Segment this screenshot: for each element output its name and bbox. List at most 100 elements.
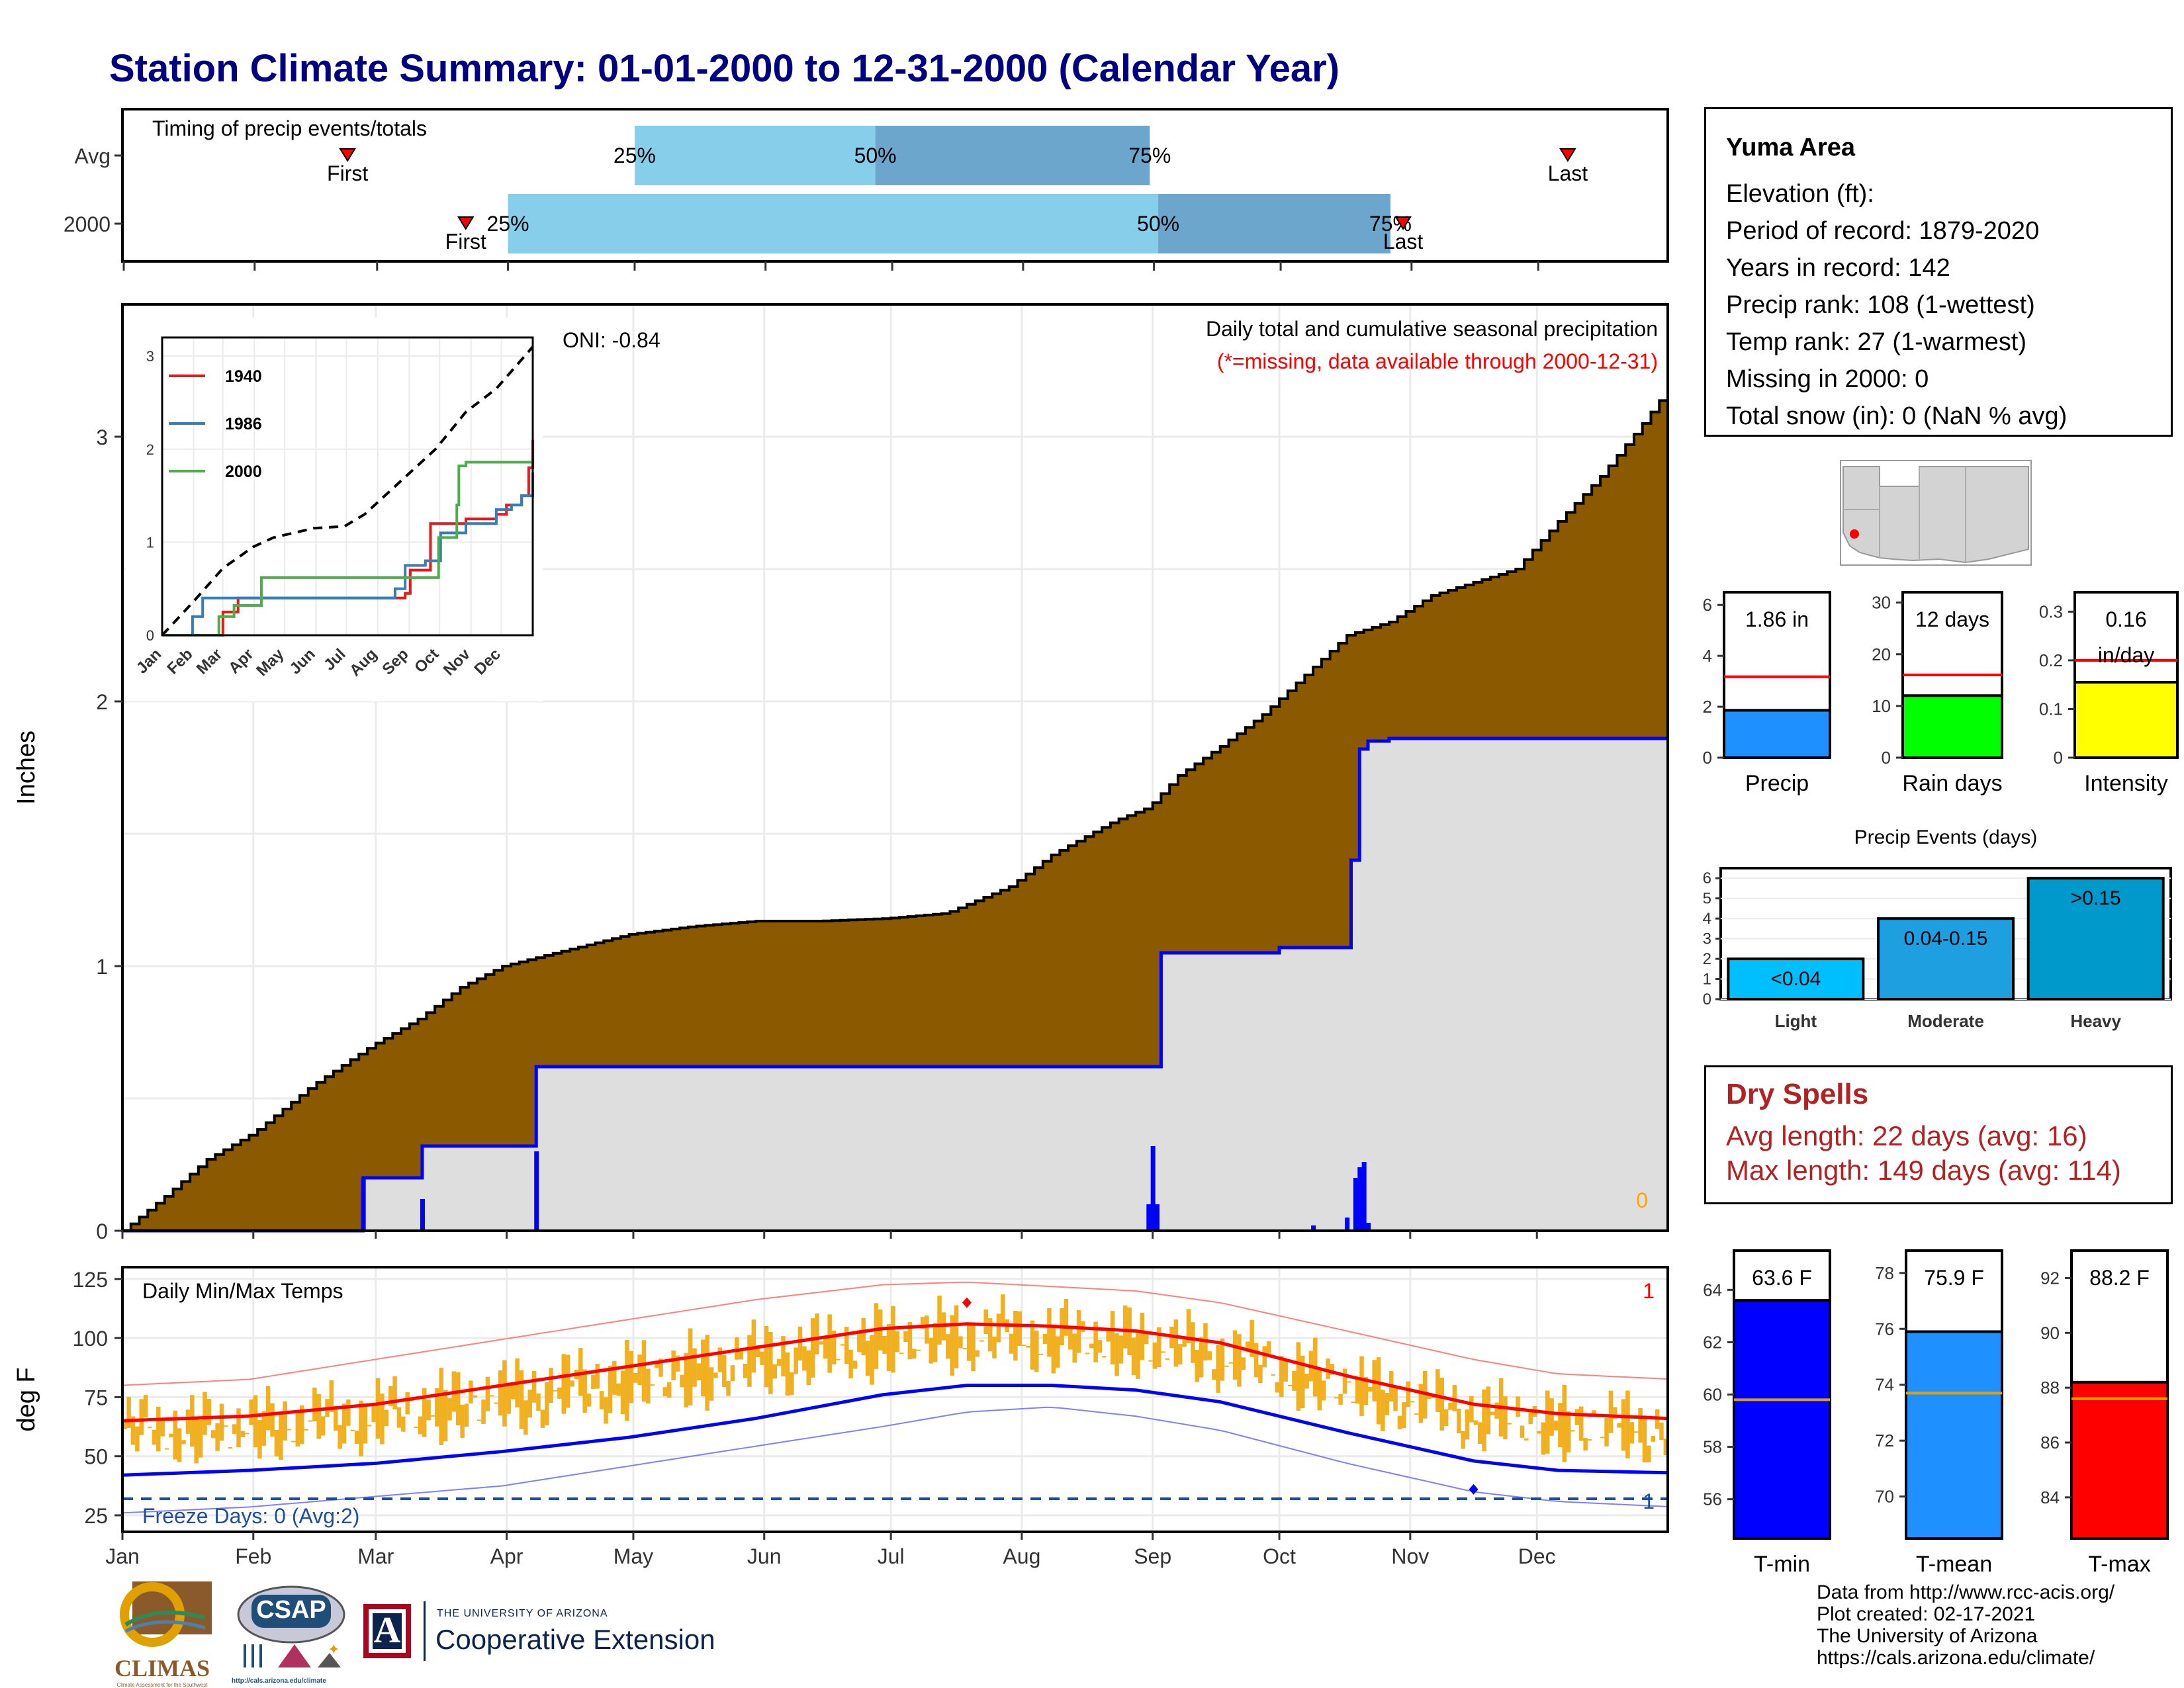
daily-temp-range-bar	[506, 1386, 512, 1414]
month-label: Oct	[1263, 1544, 1296, 1568]
daily-temp-range-bar	[747, 1335, 752, 1387]
daily-temp-range-bar	[531, 1370, 537, 1403]
daily-temp-range-bar	[498, 1370, 503, 1416]
summary-bar-y-tick-label: 72	[1875, 1431, 1894, 1450]
inset-series-2000	[162, 461, 533, 637]
daily-temp-range-bar	[713, 1372, 718, 1378]
daily-temp-range-bar	[549, 1368, 553, 1403]
daily-temp-range-bar	[1524, 1438, 1529, 1441]
timing-row-label: Avg	[74, 144, 111, 168]
daily-temp-range-bar	[130, 1416, 136, 1445]
daily-temp-range-bar	[675, 1355, 680, 1372]
daily-temp-range-bar	[1629, 1422, 1635, 1444]
daily-temp-range-bar	[920, 1317, 925, 1329]
station-precip-rank: Precip rank: 108 (1-wettest)	[1726, 291, 2035, 319]
inset-frame	[161, 336, 534, 637]
summary-bar-value	[2073, 681, 2179, 760]
ua-extension-logo: A THE UNIVERSITY OF ARIZONA Cooperative …	[361, 1601, 745, 1667]
timing-bar-late	[1158, 194, 1390, 253]
daily-temp-range-bar	[1317, 1367, 1322, 1411]
daily-temp-range-bar	[245, 1433, 250, 1435]
daily-temp-range-bar	[164, 1448, 169, 1450]
events-chart-title: Precip Events (days)	[1854, 826, 2038, 848]
summary-bar-y-tick-label: 6	[1703, 595, 1712, 615]
daily-temp-range-bar	[755, 1345, 760, 1358]
dry-spells-title: Dry Spells	[1726, 1078, 1869, 1110]
daily-temp-range-bar	[236, 1408, 241, 1448]
daily-temp-range-bar	[287, 1429, 292, 1431]
daily-temp-range-bar	[469, 1380, 473, 1403]
inset-series-1986	[162, 472, 534, 637]
daily-temp-range-bar	[1013, 1310, 1018, 1361]
daily-temp-range-bar	[494, 1402, 498, 1404]
daily-temp-range-bar	[1000, 1294, 1005, 1325]
daily-temp-range-bar	[418, 1416, 423, 1435]
daily-temp-range-bar	[1410, 1401, 1415, 1403]
daily-temp-range-bar	[464, 1403, 469, 1427]
daily-temp-range-bar	[1199, 1337, 1204, 1378]
timing-bar-early	[634, 126, 876, 185]
daily-temp-range-bar	[1195, 1350, 1199, 1382]
daily-temp-range-bar	[1347, 1381, 1351, 1383]
daily-temp-range-bar	[341, 1403, 347, 1444]
daily-temp-range-bar	[781, 1336, 786, 1377]
inset-y-tick-label: 2	[146, 441, 154, 458]
timing-q75-label: 75%	[1128, 144, 1171, 167]
daily-temp-range-bar	[802, 1346, 807, 1371]
daily-temp-range-bar	[794, 1347, 798, 1374]
events-y-tick-label: 5	[1703, 890, 1711, 908]
daily-temp-range-bar	[396, 1407, 402, 1428]
daily-temp-range-bar	[1566, 1411, 1571, 1452]
daily-temp-range-bar	[177, 1428, 182, 1462]
csap-logo: ✦ CSAP http://cals.arizona.edu/climate	[232, 1581, 351, 1685]
daily-temp-range-bar	[1355, 1378, 1360, 1404]
daily-temp-range-bar	[1047, 1308, 1052, 1357]
summary-bar-y-tick-label: 2	[1703, 697, 1712, 717]
month-label: Apr	[490, 1544, 523, 1568]
daily-temp-range-bar	[1633, 1431, 1639, 1433]
timing-last-label: Last	[1383, 230, 1424, 253]
dry-spells-avg: Avg length: 22 days (avg: 16)	[1726, 1120, 2087, 1151]
daily-temp-range-bar	[666, 1382, 672, 1398]
daily-temp-range-bar	[1232, 1330, 1238, 1380]
daily-temp-range-bar	[375, 1378, 381, 1439]
daily-temp-range-bar	[1102, 1356, 1107, 1358]
daily-temp-range-bar	[443, 1390, 448, 1442]
daily-temp-range-bar	[1072, 1333, 1077, 1363]
daily-precip-bar	[420, 1199, 425, 1231]
summary-bar-y-tick-label: 86	[2040, 1433, 2060, 1452]
precip-y-tick-label: 0	[96, 1220, 108, 1243]
daily-temp-range-bar	[582, 1369, 587, 1413]
daily-temp-range-bar	[126, 1397, 131, 1428]
daily-temp-range-bar	[861, 1317, 866, 1356]
daily-precip-bar	[1150, 1146, 1156, 1231]
tmean-chart: 70 72 74 76 78 75.9 F T-mean	[1875, 1249, 2003, 1577]
daily-temp-range-bar	[329, 1380, 334, 1412]
daily-temp-range-bar	[696, 1363, 702, 1381]
daily-temp-range-bar	[485, 1376, 490, 1411]
daily-temp-range-bar	[1157, 1327, 1161, 1368]
daily-temp-range-bar	[870, 1335, 874, 1385]
inset-legend-label: 1986	[225, 415, 262, 433]
summary-bar-value-label: 12 days	[1915, 607, 1989, 631]
daily-precip-bar	[1155, 1204, 1160, 1231]
daily-temp-range-bar	[1443, 1409, 1449, 1426]
station-info-box: Yuma Area Elevation (ft): Period of reco…	[1704, 107, 2173, 437]
daily-temp-range-bar	[616, 1383, 621, 1396]
timing-bar-early	[508, 194, 1159, 253]
daily-temp-range-bar	[1051, 1325, 1056, 1374]
year-cumulative-area	[122, 738, 1668, 1231]
daily-temp-range-bar	[1250, 1319, 1254, 1357]
events-y-tick-label: 4	[1703, 910, 1711, 928]
daily-temp-range-bar	[473, 1395, 478, 1398]
daily-temp-range-bar	[139, 1399, 144, 1435]
daily-temp-range-bar	[1659, 1422, 1664, 1441]
daily-temp-range-bar	[1545, 1390, 1550, 1454]
daily-temp-range-bar	[481, 1399, 486, 1424]
daily-temp-range-bar	[1262, 1346, 1267, 1368]
daily-temp-range-bar	[1161, 1351, 1165, 1353]
timing-q25-label: 25%	[614, 144, 656, 167]
month-label: Jul	[878, 1544, 905, 1568]
daily-temp-range-bar	[240, 1431, 246, 1438]
daily-temp-range-bar	[912, 1349, 917, 1359]
